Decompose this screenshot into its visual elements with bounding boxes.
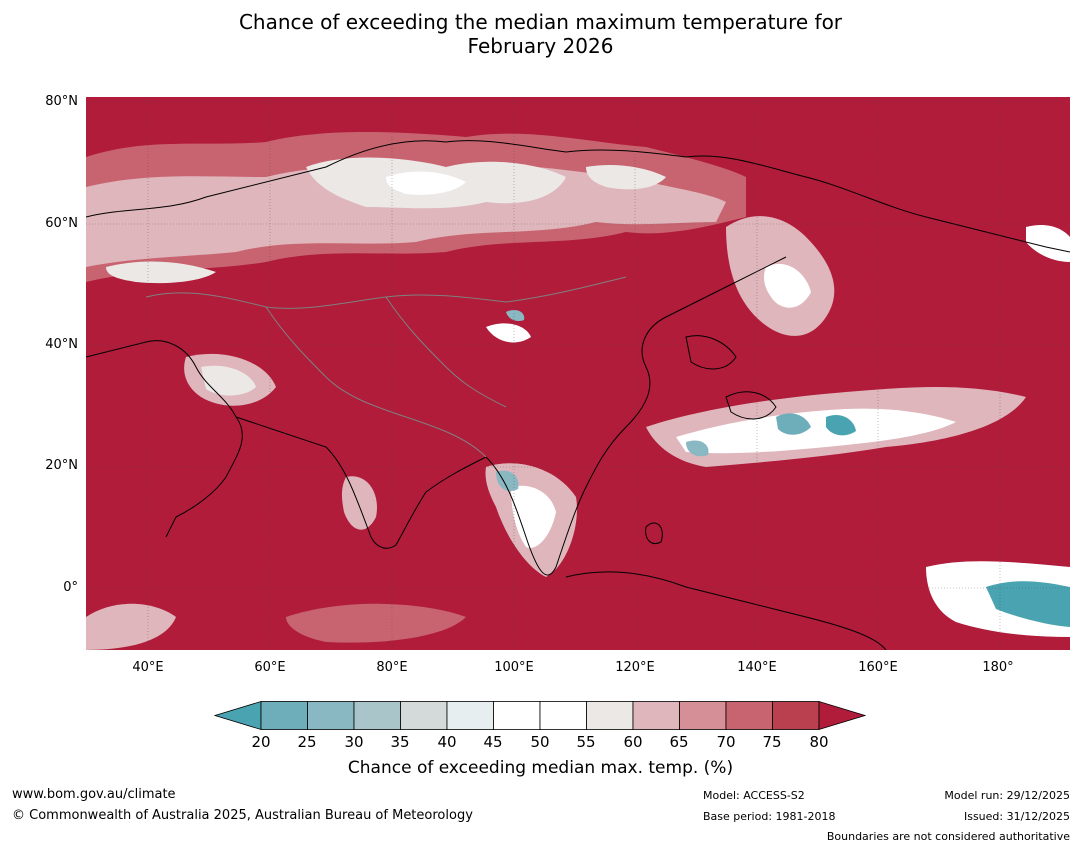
map-svg xyxy=(86,97,1070,650)
colorbar-tick: 25 xyxy=(297,733,317,751)
lat-label-0: 0° xyxy=(63,580,78,595)
colorbar-extend-high xyxy=(818,700,866,731)
model-text: Model: ACCESS-S2 xyxy=(703,789,805,802)
lat-label-60n: 60°N xyxy=(45,216,78,231)
lat-label-40n: 40°N xyxy=(45,337,78,352)
lon-label-160e: 160°E xyxy=(858,660,898,675)
colorbar-tick: 60 xyxy=(623,733,643,751)
eurasia-lighter-region xyxy=(86,132,746,284)
colorbar-tick: 50 xyxy=(530,733,550,751)
lon-label-120e: 120°E xyxy=(615,660,655,675)
colorbar xyxy=(214,700,866,731)
colorbar-tick: 20 xyxy=(251,733,271,751)
website-link[interactable]: www.bom.gov.au/climate xyxy=(12,787,176,802)
lat-label-20n: 20°N xyxy=(45,458,78,473)
colorbar-tick: 35 xyxy=(390,733,410,751)
colorbar-tick: 30 xyxy=(344,733,364,751)
pacific-lighter-region xyxy=(646,216,1070,637)
lon-label-180: 180° xyxy=(982,660,1014,675)
colorbar-tick: 65 xyxy=(669,733,689,751)
colorbar-label: Chance of exceeding median max. temp. (%… xyxy=(347,758,734,778)
coastlines xyxy=(86,140,1070,650)
lon-label-60e: 60°E xyxy=(254,660,286,675)
colorbar-segment xyxy=(307,701,355,730)
base-period-text: Base period: 1981-2018 xyxy=(703,810,836,823)
colorbar-tick: 80 xyxy=(809,733,829,751)
colorbar-segment xyxy=(353,701,401,730)
colorbar-tick: 40 xyxy=(437,733,457,751)
colorbar-tick: 45 xyxy=(483,733,503,751)
colorbar-segment xyxy=(446,701,494,730)
colorbar-segment xyxy=(493,701,541,730)
borders xyxy=(145,276,627,458)
colorbar-tick: 75 xyxy=(762,733,782,751)
colorbar-segment xyxy=(725,701,773,730)
colorbar-segment xyxy=(539,701,587,730)
lon-label-80e: 80°E xyxy=(376,660,408,675)
model-run-text: Model run: 29/12/2025 xyxy=(944,789,1070,802)
colorbar-segment xyxy=(632,701,680,730)
colorbar-segment xyxy=(260,701,308,730)
south-asia-lighter-region xyxy=(86,309,577,650)
map-title: Chance of exceeding the median maximum t… xyxy=(0,10,1081,58)
copyright-text: © Commonwealth of Australia 2025, Austra… xyxy=(12,808,473,823)
lon-label-100e: 100°E xyxy=(494,660,534,675)
colorbar-tick: 55 xyxy=(576,733,596,751)
title-line-2: February 2026 xyxy=(467,34,614,58)
graticule xyxy=(86,97,1070,650)
colorbar-segment xyxy=(679,701,727,730)
colorbar-segment xyxy=(586,701,634,730)
disclaimer-text: Boundaries are not considered authoritat… xyxy=(826,830,1070,843)
colorbar-extend-low xyxy=(214,700,262,731)
colorbar-segment xyxy=(400,701,448,730)
colorbar-segment xyxy=(772,701,820,730)
lon-label-40e: 40°E xyxy=(132,660,164,675)
colorbar-tick: 70 xyxy=(716,733,736,751)
lat-label-80n: 80°N xyxy=(45,94,78,109)
lon-label-140e: 140°E xyxy=(737,660,777,675)
issued-text: Issued: 31/12/2025 xyxy=(963,810,1070,823)
forecast-map xyxy=(86,97,1070,650)
title-line-1: Chance of exceeding the median maximum t… xyxy=(238,10,843,34)
